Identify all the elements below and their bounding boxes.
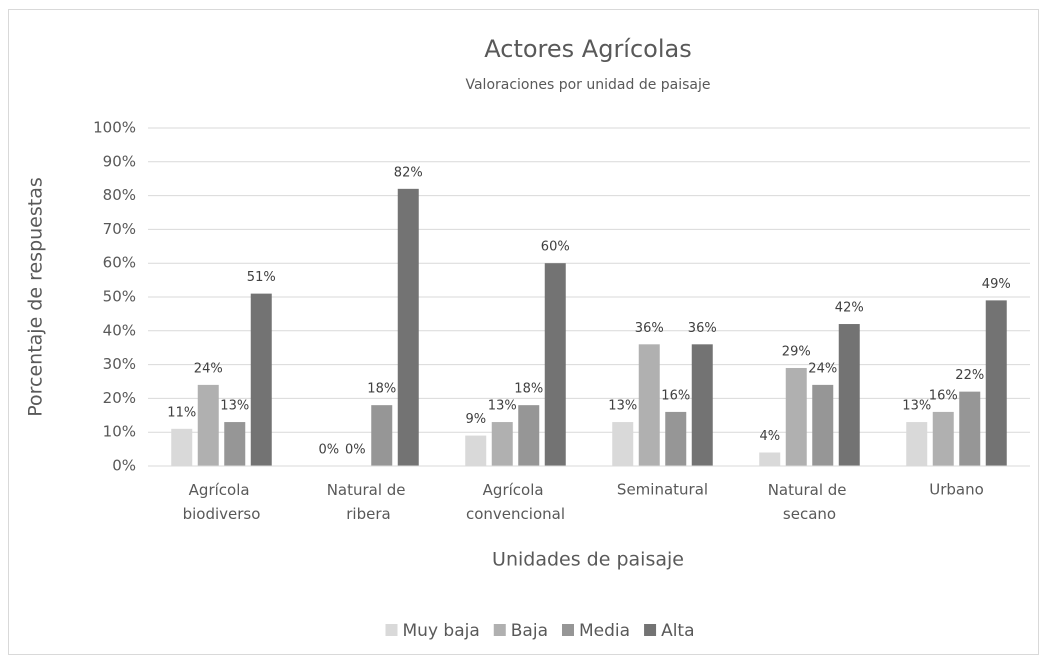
y-tick-label: 0% (112, 457, 136, 475)
bar (371, 405, 393, 466)
bar (612, 422, 634, 466)
data-label: 16% (661, 388, 690, 403)
bar (491, 422, 513, 466)
bar (759, 452, 781, 466)
y-tick-label: 60% (103, 254, 136, 272)
x-axis-title: Unidades de paisaje (492, 549, 684, 571)
bar (544, 263, 566, 466)
data-label: 51% (247, 270, 276, 285)
y-tick-label: 70% (103, 220, 136, 238)
data-label: 16% (929, 388, 958, 403)
y-tick-label: 100% (93, 119, 136, 137)
data-label: 82% (394, 165, 423, 180)
data-label: 36% (688, 321, 717, 336)
data-label: 60% (541, 240, 570, 255)
bar (171, 428, 193, 466)
x-tick-label: Natural de ribera (327, 481, 411, 523)
data-label: 49% (982, 277, 1011, 292)
data-label: 24% (808, 361, 837, 376)
legend-swatch (562, 624, 574, 636)
chart-title: Actores Agrícolas (484, 35, 691, 63)
bar (250, 293, 272, 466)
data-label: 22% (955, 368, 984, 383)
bar (197, 384, 219, 466)
legend-label: Media (579, 621, 630, 641)
y-tick-label: 10% (103, 423, 136, 441)
data-label: 18% (367, 382, 396, 397)
chart-border (8, 9, 1039, 655)
bar (397, 188, 419, 466)
bar (838, 324, 860, 466)
legend-label: Muy baja (403, 621, 480, 641)
x-tick-label: Agrícola convencional (466, 481, 565, 523)
data-label: 42% (835, 301, 864, 316)
bar (691, 344, 713, 466)
y-tick-label: 20% (103, 389, 136, 407)
data-label: 13% (608, 399, 637, 414)
data-label: 18% (514, 382, 543, 397)
data-label: 13% (902, 399, 931, 414)
data-label: 4% (759, 429, 780, 444)
data-label: 29% (782, 344, 811, 359)
legend-swatch (493, 624, 506, 636)
bar (812, 384, 834, 466)
chart-subtitle: Valoraciones por unidad de paisaje (465, 77, 710, 93)
bar (959, 391, 981, 466)
bar (465, 435, 487, 466)
legend-label: Baja (511, 621, 548, 641)
y-tick-label: 50% (103, 288, 136, 306)
data-label: 24% (194, 361, 223, 376)
bar (665, 411, 687, 466)
legend-swatch (385, 624, 398, 636)
bar (906, 422, 928, 466)
x-tick-label: Urbano (929, 481, 984, 499)
bar (224, 422, 246, 466)
bar (985, 300, 1007, 466)
x-tick-label: Seminatural (617, 481, 708, 499)
x-tick-label: Agrícola biodiverso (183, 481, 261, 523)
y-tick-label: 80% (103, 186, 136, 204)
data-label: 36% (635, 321, 664, 336)
legend-swatch (644, 624, 657, 636)
legend-label: Alta (661, 621, 694, 641)
data-label: 9% (465, 412, 486, 427)
x-tick-label: Natural de secano (768, 481, 852, 523)
y-axis-title: Porcentaje de respuestas (25, 177, 47, 417)
data-label: 11% (167, 405, 196, 420)
y-tick-label: 30% (103, 355, 136, 373)
data-label: 0% (345, 443, 366, 458)
bar (638, 344, 660, 466)
data-label: 0% (318, 443, 339, 458)
bar (518, 405, 540, 466)
data-label: 13% (488, 399, 517, 414)
y-tick-label: 40% (103, 321, 136, 339)
bar (785, 367, 807, 466)
legend: Muy baja Baja Media Alta (385, 621, 695, 641)
y-tick-label: 90% (103, 152, 136, 170)
data-label: 13% (220, 399, 249, 414)
bar (932, 411, 954, 466)
